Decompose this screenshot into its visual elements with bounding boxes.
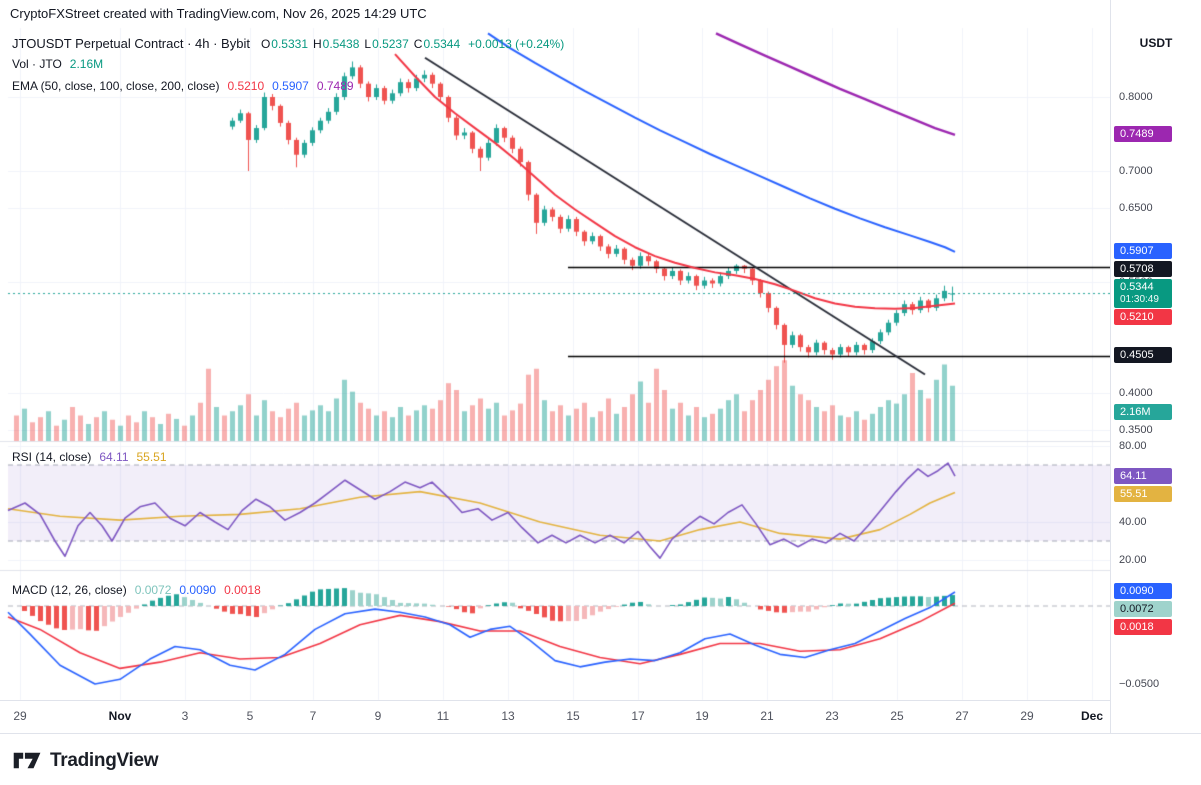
rsi-value: 64.11 [99,450,129,464]
ema-indicator-label: EMA (50, close, 100, close, 200, close) [12,79,220,93]
time-axis-label: 25 [890,709,904,723]
axis-badge: 0.5344 01:30:49 [1114,279,1172,309]
ema100-value: 0.5907 [272,79,309,93]
time-axis-label: 19 [695,709,709,723]
ohlc-high-value: 0.5438 [322,37,360,51]
rsi-indicator-label: RSI (14, close) [12,450,92,464]
time-axis-label: Dec [1080,709,1104,723]
time-axis-label: Nov [108,709,132,723]
time-axis-label: 3 [181,709,189,723]
ohlc-low-label: L [364,37,372,51]
price-tick-label: 0.4000 [1119,387,1153,399]
countdown-timer: 01:30:49 [1120,294,1159,306]
axis-badge: 0.0018 [1114,619,1172,636]
time-axis-label: 9 [374,709,382,723]
axis-badge: 0.5907 [1114,243,1172,260]
macd-line-value: 0.0090 [179,583,217,597]
rsi-tick-label: 20.00 [1119,554,1147,566]
time-axis-label: 21 [760,709,774,723]
rsi-legend[interactable]: RSI (14, close) 64.11 55.51 [12,450,167,464]
price-change-value: +0.0013 (+0.24%) [468,37,565,51]
time-axis-label: 15 [566,709,580,723]
axis-badge: 2.16M [1114,403,1172,420]
macd-legend[interactable]: MACD (12, 26, close) 0.0072 0.0090 0.0018 [12,583,261,597]
footer: TradingView [12,748,159,773]
price-axis[interactable]: USDT 0.80000.70000.65000.55000.40000.350… [1110,0,1201,733]
axis-badge: 0.0072 [1114,601,1172,618]
rsi-ma-value: 55.51 [136,450,167,464]
time-axis-label: 13 [501,709,515,723]
ohlc-low-value: 0.5237 [372,37,409,51]
chart-bottom-border [0,733,1201,734]
ema-legend[interactable]: EMA (50, close, 100, close, 200, close) 0… [12,79,354,93]
chart-canvas[interactable] [0,0,1110,733]
time-axis[interactable]: 29 Nov 3 5 7 9 11 13 15 17 19 21 23 25 27 29 Dec [0,700,1110,733]
ohlc-open-label: O [260,37,271,51]
attribution-header: CryptoFXStreet created with TradingView.… [10,6,427,21]
price-tick-label: 0.8000 [1119,91,1153,103]
rsi-tick-label: 80.00 [1119,440,1147,452]
time-axis-label: 7 [309,709,317,723]
volume-indicator-label: Vol · JTO [12,57,62,71]
macd-tick-label: −0.0500 [1119,678,1160,690]
tradingview-brand[interactable]: TradingView [50,749,159,771]
axis-badge: 0.7489 [1114,126,1172,143]
symbol-title: JTOUSDT Perpetual Contract · 4h · Bybit [12,36,250,51]
time-axis-label: 11 [436,709,450,723]
ohlc-high-label: H [313,37,322,51]
macd-histogram-value: 0.0072 [134,583,172,597]
macd-signal-value: 0.0018 [224,583,261,597]
time-axis-label: 17 [631,709,645,723]
currency-label: USDT [1139,36,1173,50]
axis-badge: 0.5708 [1114,261,1172,278]
axis-badge: 0.4505 [1114,347,1172,364]
time-axis-label: 27 [955,709,969,723]
axis-badge: 64.11 [1114,467,1172,484]
ohlc-close-value: 0.5344 [423,37,461,51]
tradingview-logo-icon[interactable] [12,748,43,773]
ohlc-open-value: 0.5331 [271,37,308,51]
time-axis-label: 5 [246,709,254,723]
ema50-value: 0.5210 [227,79,265,93]
axis-badge: 0.5210 [1114,309,1172,326]
time-axis-label: 29 [1020,709,1034,723]
axis-badge: 55.51 [1114,485,1172,502]
time-axis-label: 29 [13,709,27,723]
rsi-tick-label: 40.00 [1119,516,1147,528]
ema200-value: 0.7489 [316,79,354,93]
price-tick-label: 0.6500 [1119,202,1153,214]
macd-indicator-label: MACD (12, 26, close) [12,583,127,597]
axis-badge: 0.0090 [1114,583,1172,600]
symbol-legend[interactable]: JTOUSDT Perpetual Contract · 4h · Bybit O… [12,36,564,51]
price-tick-label: 0.7000 [1119,165,1153,177]
ohlc-close-label: C [413,37,423,51]
price-tick-label: 0.3500 [1119,424,1153,436]
volume-value: 2.16M [69,57,104,71]
time-axis-label: 23 [825,709,839,723]
volume-legend[interactable]: Vol · JTO 2.16M [12,57,103,71]
